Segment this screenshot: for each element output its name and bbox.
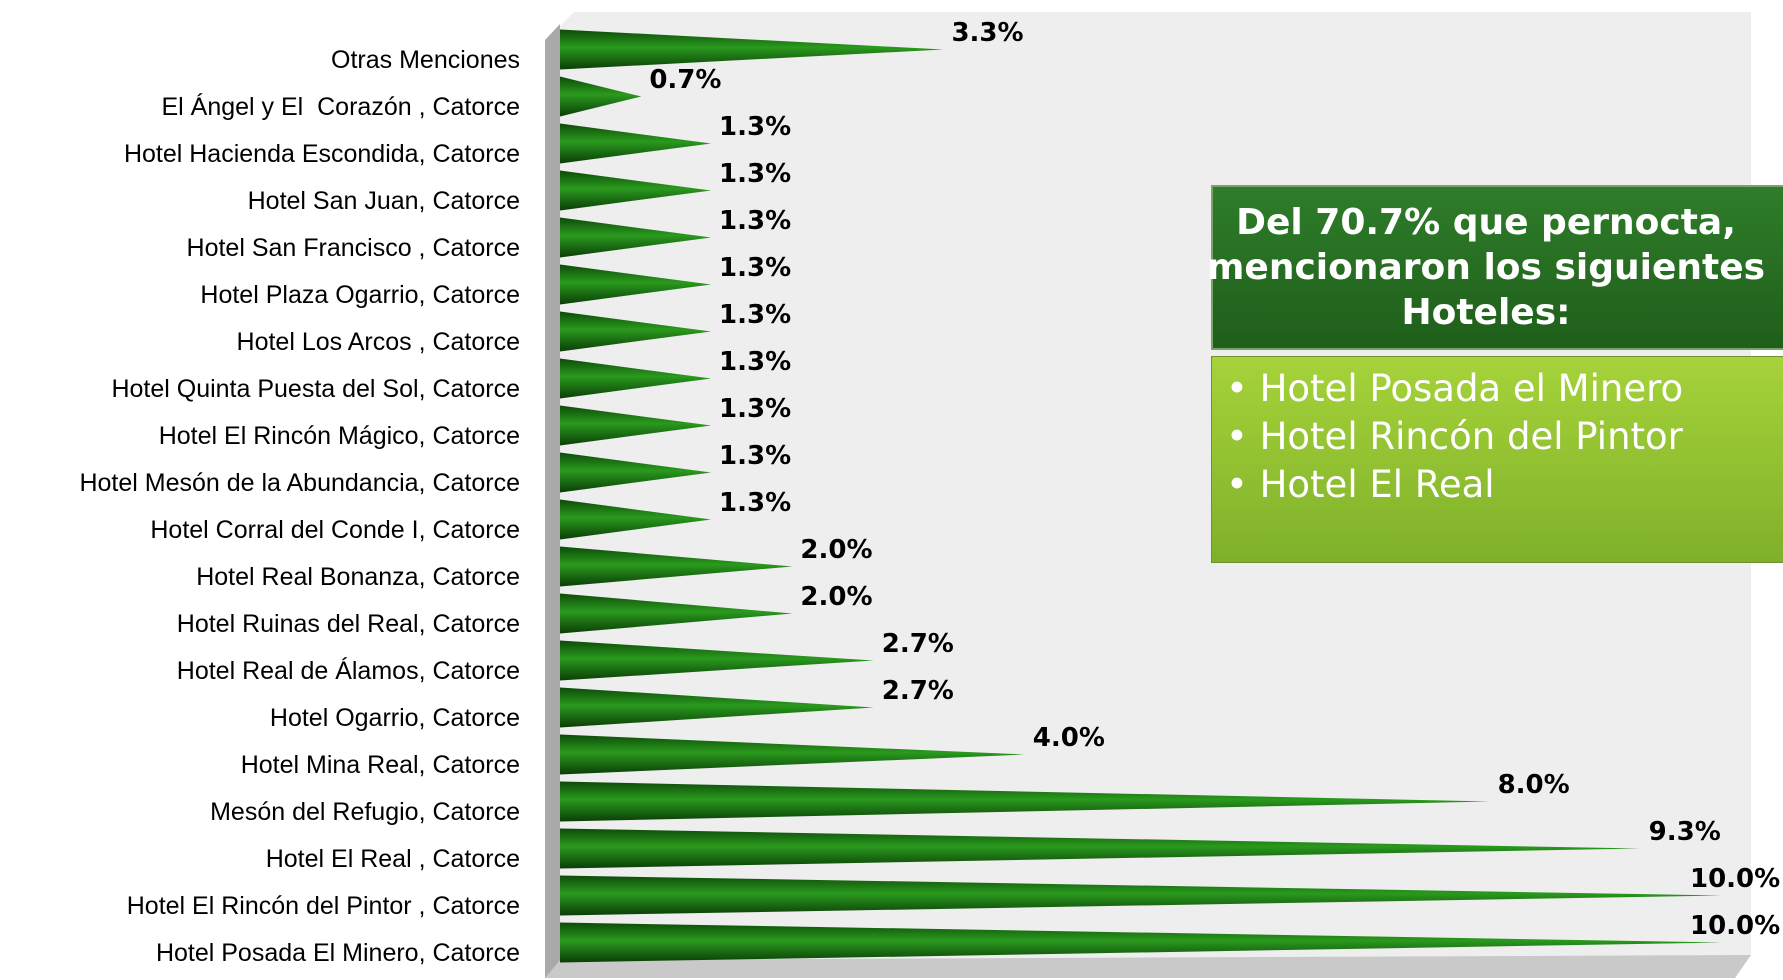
bar — [560, 29, 944, 70]
bar — [560, 123, 712, 164]
bar — [560, 640, 874, 681]
data-label: 1.3% — [719, 253, 791, 283]
bar — [560, 593, 793, 634]
y-tick-label: Hotel El Real , Catorce — [266, 845, 520, 873]
data-label: 1.3% — [719, 488, 791, 518]
data-label: 1.3% — [719, 347, 791, 377]
callout-list: • Hotel Posada el Minero • Hotel Rincón d… — [1211, 356, 1783, 563]
bar — [560, 499, 712, 540]
callout-item-text: Hotel El Real — [1259, 463, 1495, 506]
y-tick-label: Hotel Ogarrio, Catorce — [270, 704, 520, 732]
data-label: 10.0% — [1690, 911, 1780, 941]
data-label: 4.0% — [1033, 723, 1105, 753]
callout-title: Del 70.7% que pernocta, mencionaron los … — [1206, 202, 1766, 333]
bar — [560, 405, 712, 446]
bar — [560, 781, 1490, 822]
callout-item: • Hotel El Real — [1226, 461, 1783, 509]
y-tick-label: Mesón del Refugio, Catorce — [210, 798, 520, 826]
bar — [560, 358, 712, 399]
bar — [560, 687, 874, 728]
y-tick-label: Hotel Plaza Ogarrio, Catorce — [200, 281, 520, 309]
y-tick-label: Hotel Real de Álamos, Catorce — [177, 656, 520, 685]
y-tick-label: Hotel Corral del Conde I, Catorce — [150, 516, 520, 544]
bar — [560, 311, 712, 352]
data-label: 1.3% — [719, 159, 791, 189]
callout-item: • Hotel Rincón del Pintor — [1226, 413, 1783, 461]
y-tick-label: Hotel Los Arcos , Catorce — [237, 328, 520, 356]
data-label: 10.0% — [1690, 864, 1780, 894]
data-label: 1.3% — [719, 206, 791, 236]
callout-item: • Hotel Posada el Minero — [1226, 365, 1783, 413]
bullet: • — [1226, 463, 1260, 506]
data-label: 1.3% — [719, 112, 791, 142]
side-wall — [545, 24, 560, 978]
data-label: 2.7% — [882, 629, 954, 659]
data-label: 8.0% — [1498, 770, 1570, 800]
y-tick-label: Otras Menciones — [331, 46, 520, 74]
bar — [560, 875, 1722, 916]
y-tick-label: Hotel Posada El Minero, Catorce — [156, 939, 520, 967]
y-tick-label: Hotel Hacienda Escondida, Catorce — [124, 140, 520, 168]
y-tick-label: Hotel Mina Real, Catorce — [241, 751, 520, 779]
data-label: 2.0% — [800, 582, 872, 612]
y-tick-label: Hotel El Rincón Mágico, Catorce — [159, 422, 520, 450]
y-tick-label: Hotel Real Bonanza, Catorce — [196, 563, 520, 591]
callout-title-panel: Del 70.7% que pernocta, mencionaron los … — [1207, 185, 1783, 350]
y-tick-label: Hotel Mesón de la Abundancia, Catorce — [79, 469, 520, 497]
data-label: 2.7% — [882, 676, 954, 706]
data-label: 3.3% — [951, 18, 1023, 48]
bar — [560, 828, 1641, 869]
bar — [560, 452, 712, 493]
y-tick-label: Hotel Quinta Puesta del Sol, Catorce — [111, 375, 520, 403]
y-tick-label: El Ángel y El Corazón , Catorce — [162, 92, 521, 121]
data-label: 9.3% — [1649, 817, 1721, 847]
bar — [560, 546, 793, 587]
bar — [560, 264, 712, 305]
data-label: 1.3% — [719, 394, 791, 424]
callout: Del 70.7% que pernocta, mencionaron los … — [1207, 185, 1783, 563]
data-label: 2.0% — [800, 535, 872, 565]
y-tick-label: Hotel El Rincón del Pintor , Catorce — [127, 892, 520, 920]
bar — [560, 76, 642, 117]
bar — [560, 734, 1025, 775]
y-tick-label: Hotel San Juan, Catorce — [248, 187, 520, 215]
data-label: 1.3% — [719, 441, 791, 471]
data-label: 1.3% — [719, 300, 791, 330]
bullet: • — [1226, 367, 1260, 410]
bullet: • — [1226, 415, 1260, 458]
bar — [560, 170, 712, 211]
data-label: 0.7% — [649, 65, 721, 95]
y-tick-label: Hotel San Francisco , Catorce — [187, 234, 520, 262]
callout-item-text: Hotel Rincón del Pintor — [1259, 415, 1683, 458]
bar — [560, 217, 712, 258]
bar — [560, 922, 1722, 963]
floor — [545, 955, 1751, 978]
y-tick-label: Hotel Ruinas del Real, Catorce — [177, 610, 520, 638]
callout-item-text: Hotel Posada el Minero — [1259, 367, 1684, 410]
